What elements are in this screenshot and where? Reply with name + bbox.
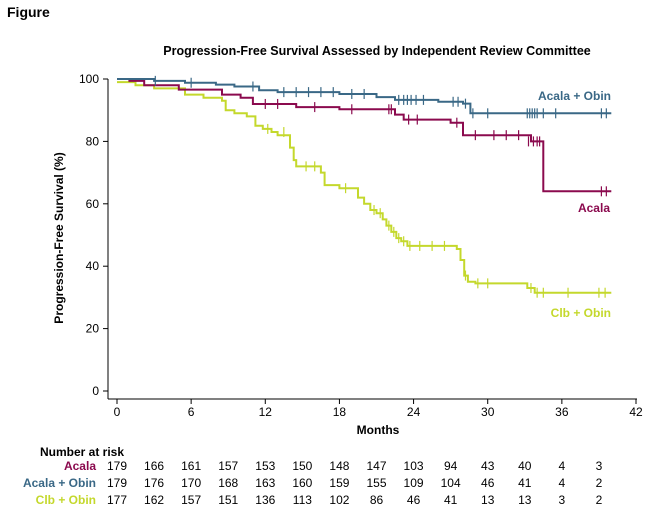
risk-value: 104	[441, 476, 461, 490]
risk-value: 94	[444, 459, 458, 473]
risk-value: 155	[366, 476, 386, 490]
y-tick-label: 80	[86, 134, 100, 148]
risk-value: 170	[181, 476, 201, 490]
risk-value: 2	[596, 476, 603, 490]
risk-value: 147	[366, 459, 386, 473]
series-layer	[117, 75, 612, 298]
risk-value: 136	[255, 493, 275, 507]
series-label-acala-obin: Acala + Obin	[538, 89, 611, 103]
series-acala-obin	[117, 75, 612, 119]
x-tick-label: 6	[188, 405, 195, 419]
risk-value: 168	[218, 476, 238, 490]
risk-value: 13	[518, 493, 532, 507]
risk-value: 43	[481, 459, 495, 473]
series-acala	[117, 78, 612, 197]
series-label-acala: Acala	[578, 201, 610, 215]
risk-value: 46	[481, 476, 495, 490]
risk-table-title: Number at risk	[40, 445, 124, 459]
y-tick-label: 60	[86, 197, 100, 211]
x-tick-label: 18	[333, 405, 347, 419]
y-tick-label: 20	[86, 322, 100, 336]
series-line-clb-obin	[117, 81, 612, 294]
x-tick-label: 0	[114, 405, 121, 419]
risk-value: 2	[596, 493, 603, 507]
x-tick-label: 30	[481, 405, 495, 419]
risk-label-acala-obin: Acala + Obin	[23, 476, 96, 490]
x-tick-label: 12	[259, 405, 273, 419]
risk-value: 41	[444, 493, 458, 507]
risk-value: 150	[292, 459, 312, 473]
risk-value: 103	[404, 459, 424, 473]
x-axis-label: Months	[357, 423, 400, 437]
risk-table: Acala 179 166 161 157 153 150 148 147 103 94 43 40 4 3…	[23, 459, 603, 507]
risk-value: 153	[255, 459, 275, 473]
chart-title: Progression-Free Survival Assessed by In…	[163, 44, 591, 58]
risk-value: 3	[559, 493, 566, 507]
risk-value: 162	[144, 493, 164, 507]
risk-label-clb-obin: Clb + Obin	[36, 493, 96, 507]
risk-label-acala: Acala	[64, 459, 96, 473]
y-axis-label: Progression-Free Survival (%)	[52, 152, 66, 323]
risk-value: 148	[329, 459, 349, 473]
risk-value: 163	[255, 476, 275, 490]
risk-value: 166	[144, 459, 164, 473]
risk-value: 160	[292, 476, 312, 490]
x-tick-label: 42	[629, 405, 643, 419]
risk-value: 40	[518, 459, 532, 473]
risk-value: 157	[181, 493, 201, 507]
risk-value: 179	[107, 459, 127, 473]
risk-value: 41	[518, 476, 532, 490]
y-tick-label: 40	[86, 259, 100, 273]
risk-value: 157	[218, 459, 238, 473]
series-clb-obin	[117, 81, 612, 298]
risk-value: 13	[481, 493, 495, 507]
x-tick-label: 36	[555, 405, 569, 419]
risk-value: 113	[293, 493, 312, 507]
risk-value: 4	[559, 459, 566, 473]
risk-value: 4	[559, 476, 566, 490]
risk-value: 3	[596, 459, 603, 473]
risk-value: 159	[329, 476, 349, 490]
series-label-clb-obin: Clb + Obin	[551, 306, 611, 320]
series-line-acala	[117, 78, 612, 193]
y-tick-label: 100	[79, 72, 99, 86]
risk-value: 151	[218, 493, 238, 507]
risk-value: 102	[329, 493, 349, 507]
x-tick-label: 24	[407, 405, 421, 419]
risk-value: 177	[107, 493, 127, 507]
y-tick-label: 0	[92, 384, 99, 398]
figure-label: Figure	[7, 4, 50, 20]
axes: 0 20 40 60 80 100 0 6 12 18 24 30 36 42	[79, 72, 643, 419]
risk-value: 161	[181, 459, 201, 473]
risk-value: 176	[144, 476, 164, 490]
risk-value: 46	[407, 493, 421, 507]
risk-value: 179	[107, 476, 127, 490]
risk-value: 86	[370, 493, 384, 507]
risk-value: 109	[404, 476, 424, 490]
